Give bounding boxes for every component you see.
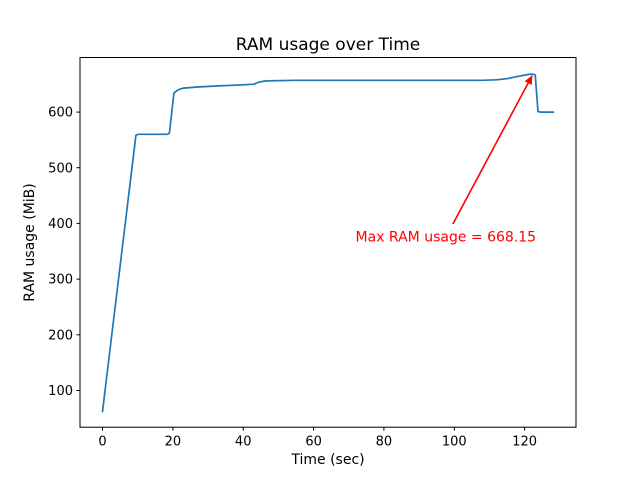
y-tick-label: 200 [48, 328, 73, 343]
x-tick-label: 60 [305, 435, 322, 450]
annotation-text: Max RAM usage = 668.15 [356, 230, 537, 246]
chart-title: RAM usage over Time [236, 35, 420, 55]
x-tick-label: 120 [512, 435, 537, 450]
plot-area [79, 57, 577, 428]
y-tick-label: 400 [48, 217, 73, 232]
x-tick-label: 40 [235, 435, 252, 450]
y-tick-label: 500 [48, 161, 73, 176]
x-tick-label: 80 [376, 435, 393, 450]
x-tick-label: 0 [98, 435, 106, 450]
x-tick-label: 100 [442, 435, 467, 450]
x-axis-ticks: 0 20 40 60 80 100 120 [98, 427, 537, 450]
x-axis-label: Time (sec) [290, 452, 364, 468]
y-tick-label: 100 [48, 384, 73, 399]
max-annotation: Max RAM usage = 668.15 [356, 75, 537, 246]
ram-usage-line [101, 73, 555, 413]
x-tick-label: 20 [165, 435, 182, 450]
y-axis-label: RAM usage (MiB) [22, 183, 38, 301]
annotation-arrow [452, 75, 533, 225]
y-axis-ticks: 100 200 300 400 500 600 [48, 106, 80, 399]
y-tick-label: 600 [48, 106, 73, 121]
y-tick-label: 300 [48, 273, 73, 288]
